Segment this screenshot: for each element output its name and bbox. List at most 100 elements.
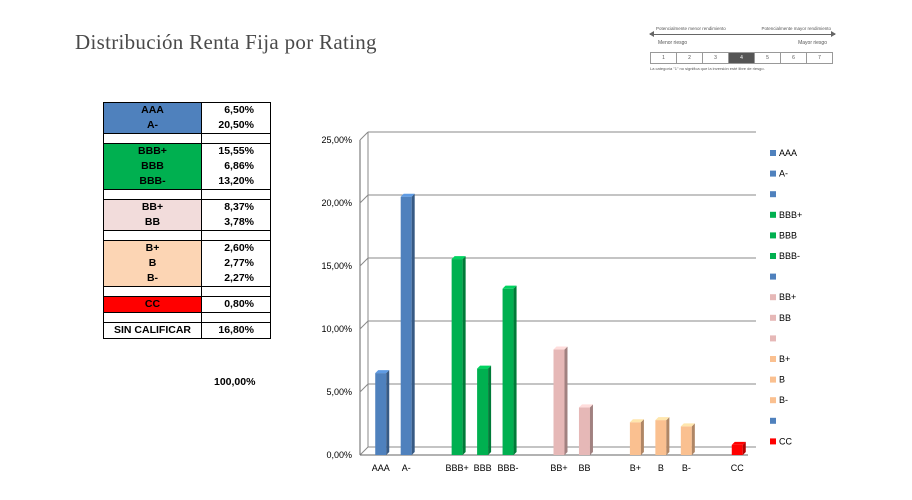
bar-top [502,285,517,289]
rating-value: 2,77% [224,257,254,269]
table-row: B+ B B- 2,60% 2,77% 2,27% [103,240,271,287]
legend-swatch [770,397,776,404]
rating-category-cell: BB+ BB [103,199,202,231]
page-title: Distribución Renta Fija por Rating [75,30,377,54]
rating-value: 20,50% [218,119,254,131]
rating-value: 6,50% [224,104,254,116]
rating-value: 16,80% [218,324,254,336]
rating-value: 3,78% [224,216,254,228]
y-tick-label: 10,00% [321,324,352,334]
bar-side [742,441,746,455]
table-gap [103,189,202,200]
bar-top [680,423,695,427]
x-tick-label: CC [731,463,744,473]
rating-value: 15,55% [218,145,254,157]
table-row: BBB+ BBB BBB- 15,55% 6,86% 13,20% [103,143,271,190]
rating-label: B+ [145,242,160,254]
x-tick-label: BBB- [498,463,519,473]
legend-label: BBB+ [779,210,802,220]
rating-label: BBB [141,160,164,172]
legend-swatch [770,335,776,342]
gridline-diagonal [359,383,369,393]
bar-side [462,256,466,455]
bar [375,373,387,455]
rating-value-cell: 16,80% [201,322,271,339]
x-tick-label: B [658,463,664,473]
gridline-diagonal [359,320,369,330]
gridline-diagonal [359,257,369,267]
rating-label: CC [144,298,161,310]
risk-level-4: 4 [728,52,755,64]
bar-side [640,419,644,455]
legend-label: CC [779,436,792,446]
bar-side [564,346,568,455]
risk-scale: Potencialmente menor rendimiento Potenci… [649,24,836,76]
bar [502,288,514,455]
legend-swatch [770,438,776,445]
rating-category-cell: AAA A- [103,102,202,134]
legend-label: BB [779,313,791,323]
bar [629,422,641,455]
legend-label: BBB [779,230,797,240]
rating-value: 2,60% [224,242,254,254]
risk-level-7: 7 [806,52,833,64]
rating-label: B [148,257,157,269]
rating-label: SIN CALIFICAR [114,324,191,336]
table-gap [103,230,202,241]
rating-value-cell: 6,50% 20,50% [201,102,271,134]
legend-label: BB+ [779,292,796,302]
bar [477,368,489,455]
legend-swatch [770,170,776,177]
table-gap [103,312,202,323]
legend-swatch [770,294,776,301]
x-tick-label: BBB [474,463,492,473]
rating-value-cell: 15,55% 6,86% 13,20% [201,143,271,190]
legend-swatch [770,191,776,198]
legend-swatch [770,211,776,218]
bar-top [731,441,746,445]
bar [553,349,565,455]
x-tick-label: BB [578,463,590,473]
legend-swatch [770,356,776,362]
risk-level-2: 2 [676,52,703,64]
legend-swatch [770,376,776,383]
rating-value-cell: 8,37% 3,78% [201,199,271,231]
y-tick-label: 0,00% [326,450,352,460]
table-total: 100,00% [214,376,256,388]
x-tick-label: BB+ [550,463,567,473]
bar-top [629,419,644,423]
rating-value: 0,80% [224,298,254,310]
bar-top [375,370,390,374]
y-tick-label: 15,00% [321,261,352,271]
bar-side [666,417,670,455]
x-tick-label: BBB+ [446,463,469,473]
x-tick-label: A- [402,463,411,473]
bar-side [691,423,695,455]
risk-level-3: 3 [702,52,729,64]
legend-swatch [770,232,776,239]
risk-right-bottom-label: Mayor riesgo [798,40,827,46]
y-tick-label: 5,00% [326,387,352,397]
rating-value: 8,37% [224,201,254,213]
rating-label: AAA [141,104,164,116]
bar-side [411,193,415,455]
rating-category-cell: B+ B B- [103,240,202,287]
bar-side [386,370,390,455]
legend-swatch [770,253,776,259]
bar-top [655,417,670,421]
risk-left-bottom-label: Menor riesgo [658,40,688,46]
rating-category-cell: SIN CALIFICAR [103,322,202,339]
bar-top [451,256,466,260]
bar-top [400,193,415,197]
bar-top [553,346,568,350]
risk-left-top-label: Potencialmente menor rendimiento [656,26,726,31]
legend-label: BBB- [779,251,800,261]
legend-label: AAA [779,148,797,158]
bar [680,426,692,455]
bar-side [513,285,517,455]
y-tick-label: 20,00% [321,198,352,208]
table-gap [103,286,202,297]
rating-value: 13,20% [218,175,254,187]
risk-right-top-label: Potencialmente mayor rendimiento [761,26,831,31]
x-tick-label: B- [682,463,691,473]
